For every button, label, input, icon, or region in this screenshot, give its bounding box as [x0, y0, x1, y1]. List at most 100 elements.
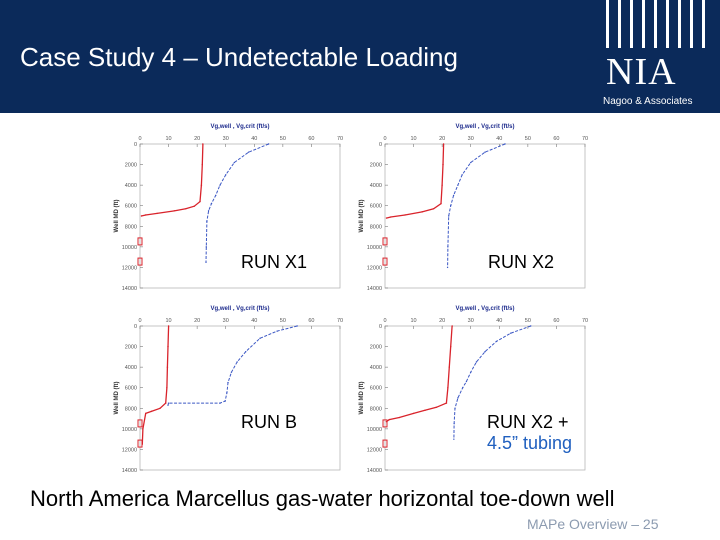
x-tick-label: 30	[468, 318, 474, 324]
data-point	[385, 217, 388, 219]
data-point	[145, 412, 147, 415]
plot-area	[139, 325, 341, 471]
data-point	[227, 381, 229, 384]
chart-title: Vg,well , Vg,crit (ft/s)	[455, 124, 514, 130]
data-point	[462, 387, 464, 389]
y-tick-label: 14000	[367, 468, 382, 474]
x-tick-label: 50	[525, 318, 531, 324]
y-axis-label: Well MD (ft)	[114, 200, 120, 233]
data-point	[465, 380, 468, 383]
series-line-blue	[167, 325, 298, 406]
data-point	[495, 340, 498, 343]
data-point	[424, 409, 426, 412]
data-point	[450, 345, 452, 348]
chart-title: Vg,well , Vg,crit (ft/s)	[455, 306, 514, 312]
y-tick-label: 8000	[125, 224, 137, 230]
data-point	[167, 402, 170, 404]
data-point	[233, 161, 235, 164]
y-tick-label: 10000	[367, 245, 382, 251]
data-point	[412, 412, 415, 415]
data-point	[267, 143, 270, 145]
data-point	[207, 210, 210, 212]
data-point	[185, 208, 187, 210]
x-tick-label: 50	[280, 318, 286, 324]
data-point	[404, 214, 406, 216]
data-point	[484, 351, 486, 353]
y-tick-label: 10000	[122, 245, 137, 251]
y-tick-label: 6000	[125, 386, 137, 392]
run-x2-tubing-line2: 4.5” tubing	[487, 433, 573, 453]
x-tick-label: 0	[138, 136, 141, 142]
data-point	[446, 266, 449, 269]
y-tick-label: 12000	[122, 265, 137, 271]
x-tick-label: 60	[308, 136, 314, 142]
data-point	[440, 202, 442, 205]
y-tick-label: 8000	[125, 406, 137, 412]
plot-area	[384, 143, 586, 289]
data-point	[454, 407, 456, 409]
run-x2-label: RUN X2	[488, 252, 555, 272]
data-point	[447, 246, 449, 248]
edge-marker	[137, 439, 143, 448]
data-point	[448, 215, 450, 217]
data-point	[453, 423, 455, 425]
run-x1-label: RUN X1	[241, 252, 308, 272]
y-tick-label: 6000	[125, 204, 137, 210]
run-x2-tubing-label: RUN X2 + 4.5” tubing	[487, 412, 572, 454]
data-point	[276, 330, 278, 332]
data-point	[236, 361, 238, 363]
data-point	[441, 184, 443, 186]
y-tick-label: 4000	[370, 365, 382, 371]
y-tick-label: 6000	[370, 204, 382, 210]
data-point	[202, 143, 204, 145]
data-point	[451, 325, 453, 327]
x-tick-label: 10	[166, 318, 172, 324]
data-point	[470, 161, 472, 164]
x-tick-label: 0	[138, 318, 141, 324]
series-line-blue	[453, 325, 531, 440]
y-tick-label: 0	[134, 142, 137, 148]
data-point	[447, 387, 449, 389]
logo-mark: NIA	[606, 51, 677, 93]
data-point	[206, 220, 208, 222]
x-tick-label: 50	[525, 136, 531, 142]
data-point	[210, 202, 213, 205]
y-tick-label: 6000	[370, 386, 382, 392]
y-tick-label: 4000	[125, 365, 137, 371]
data-point	[445, 402, 448, 404]
y-tick-label: 2000	[370, 163, 382, 169]
series-line-blue	[447, 143, 506, 268]
plot-area	[139, 143, 341, 289]
y-tick-label: 0	[134, 324, 137, 330]
x-tick-label: 10	[411, 136, 417, 142]
x-tick-label: 0	[383, 318, 386, 324]
data-point	[219, 184, 221, 186]
x-tick-label: 20	[194, 136, 200, 142]
data-point	[166, 387, 168, 389]
x-tick-label: 70	[337, 318, 343, 324]
data-point	[450, 205, 452, 207]
data-point	[205, 246, 207, 248]
logo-stripes	[606, 0, 712, 48]
data-point	[230, 371, 233, 373]
data-point	[201, 163, 203, 166]
x-tick-label: 20	[194, 318, 200, 324]
edge-marker	[137, 257, 143, 266]
data-point	[200, 184, 203, 186]
company-logo: NIA Nagoo & Associates	[598, 0, 720, 113]
data-point	[461, 174, 463, 176]
edge-marker	[382, 257, 388, 266]
data-point	[156, 212, 158, 215]
data-point	[205, 261, 207, 263]
x-tick-label: 0	[383, 136, 386, 142]
y-tick-label: 12000	[122, 447, 137, 453]
data-point	[226, 392, 228, 394]
y-tick-label: 8000	[370, 406, 382, 412]
data-point	[142, 428, 144, 430]
chart-run-x1: Vg,well , Vg,crit (ft/s) 0 10 20 30 40 50 60 70 0…	[114, 124, 343, 292]
series-line-red	[141, 325, 170, 445]
data-point	[159, 407, 161, 409]
data-point	[199, 200, 201, 203]
chart-run-b: Vg,well , Vg,crit (ft/s) 0 10 20 30 40 50 60 70 0…	[114, 306, 343, 474]
y-tick-label: 14000	[122, 286, 137, 292]
